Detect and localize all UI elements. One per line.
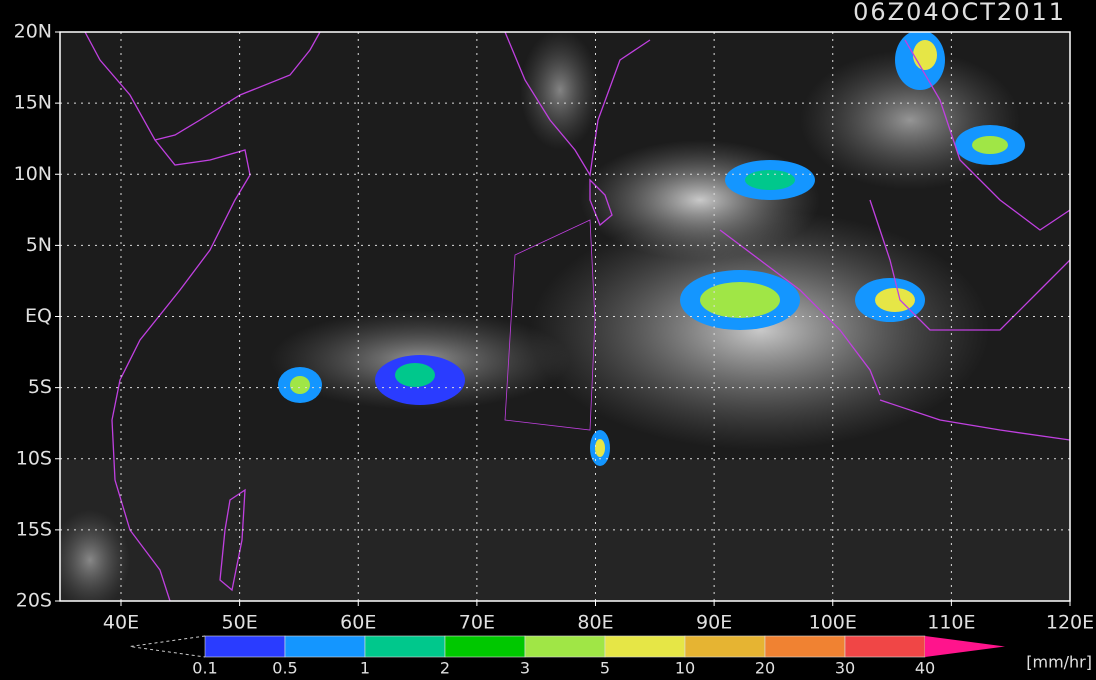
lat-label: EQ: [25, 305, 52, 327]
rain: [700, 282, 780, 318]
lat-label: 10N: [14, 163, 52, 185]
color-swatch: [364, 635, 446, 658]
colorbar-label: 20: [755, 659, 775, 678]
color-swatch: [844, 635, 926, 658]
color-swatch: [764, 635, 846, 658]
rain: [972, 136, 1008, 154]
colorbar-label: 1: [360, 659, 370, 678]
colorbar-label: 0.1: [192, 659, 217, 678]
color-swatch: [284, 635, 366, 658]
lat-label: 15N: [14, 92, 52, 114]
lat-label: 20S: [16, 590, 52, 612]
rain: [745, 170, 795, 190]
haze: [60, 460, 1070, 601]
timestamp: 06Z04OCT2011: [853, 0, 1066, 26]
under-triangle: [129, 635, 206, 658]
rain: [913, 40, 937, 70]
colorbar-label: 5: [600, 659, 610, 678]
color-swatch: [524, 635, 606, 658]
rain: [395, 363, 435, 387]
map-frame: [59, 31, 1071, 602]
colorbar-unit: [mm/hr]: [1026, 653, 1092, 672]
colorbar-label: 10: [675, 659, 695, 678]
cloud: [520, 32, 600, 150]
rain: [875, 288, 915, 312]
over-triangle: [925, 636, 1005, 657]
rain: [290, 376, 310, 394]
cloud: [580, 140, 820, 260]
color-swatch: [204, 635, 286, 658]
colorbar-label: 30: [835, 659, 855, 678]
lat-label: 15S: [16, 518, 52, 540]
lat-label: 20N: [14, 21, 52, 43]
lon-label: 90E: [696, 612, 732, 634]
lon-label: 100E: [809, 612, 857, 634]
colorbar: 0.1 0.5 1 2 3 5 10 20 30 40 [mm/hr]: [129, 635, 1092, 678]
lon-label: 70E: [459, 612, 495, 634]
lon-label: 40E: [103, 612, 139, 634]
rain: [595, 439, 605, 457]
color-swatch: [604, 635, 686, 658]
colorbar-label: 3: [520, 659, 530, 678]
colorbar-label: 0.5: [272, 659, 297, 678]
grid: 20N 15N 10N 5N EQ 5S 10S 15S 20S 40E 50E 60E 70E 80E 9…: [14, 21, 1095, 634]
colorbar-label: 40: [915, 659, 935, 678]
cloud: [530, 210, 990, 450]
coastlines: [84, 32, 1070, 601]
color-swatch: [444, 635, 526, 658]
lat-label: 5N: [26, 234, 52, 256]
imagery: [60, 32, 1070, 601]
colorbar-label: 2: [440, 659, 450, 678]
cloud: [60, 510, 130, 601]
lon-label: 50E: [222, 612, 258, 634]
lat-label: 10S: [16, 447, 52, 469]
lat-label: 5S: [28, 376, 52, 398]
color-swatch: [684, 635, 766, 658]
lon-label: 120E: [1046, 612, 1094, 634]
lon-label: 80E: [577, 612, 613, 634]
lon-label: 60E: [340, 612, 376, 634]
lon-label: 110E: [927, 612, 975, 634]
